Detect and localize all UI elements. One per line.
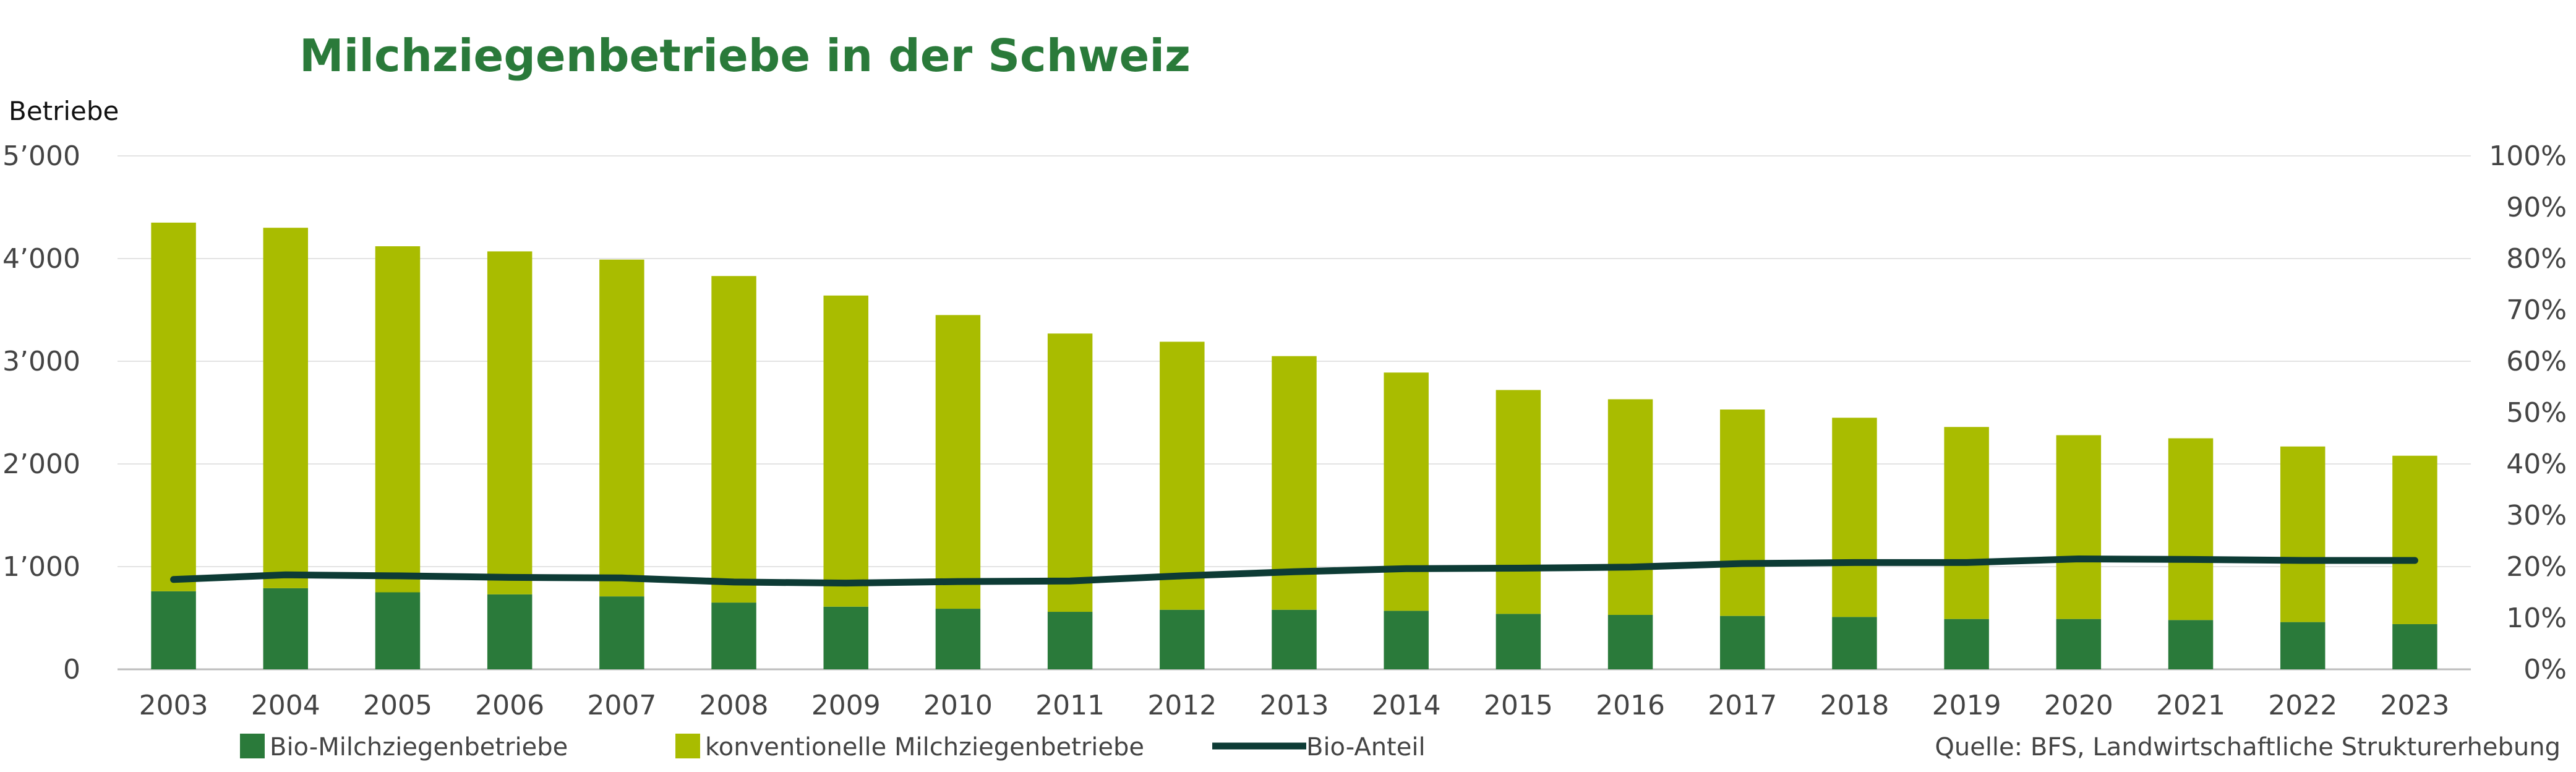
x-tick-label: 2015 (1484, 690, 1553, 721)
bar-bio-2021 (2168, 620, 2214, 669)
bar-conventional-2009 (823, 295, 868, 607)
bar-bio-2018 (1832, 617, 1877, 669)
x-tick-label: 2017 (1708, 690, 1777, 721)
bars (151, 222, 2437, 669)
bar-conventional-2005 (375, 246, 421, 593)
x-tick-label: 2008 (700, 690, 769, 721)
y-tick-label: 5’000 (2, 140, 80, 172)
bar-conventional-2020 (2056, 435, 2102, 619)
x-tick-label: 2005 (363, 690, 432, 721)
bar-conventional-2004 (263, 228, 309, 588)
bar-conventional-2022 (2280, 446, 2326, 622)
x-tick-label: 2012 (1147, 690, 1217, 721)
x-tick-label: 2007 (587, 690, 656, 721)
bar-conventional-2016 (1607, 399, 1653, 615)
bar-bio-2017 (1720, 615, 1765, 669)
y2-tick-label: 80% (2506, 243, 2567, 275)
x-tick-label: 2020 (2044, 690, 2113, 721)
bar-bio-2006 (487, 594, 533, 669)
bar-conventional-2003 (151, 222, 196, 591)
bar-bio-2008 (711, 603, 756, 669)
y2-tick-label: 0% (2523, 654, 2567, 685)
y-tick-label: 4’000 (2, 243, 80, 275)
x-axis-ticks: 2003 2004 2005 2006 2007 2008 2009 2010 2011 2012… (139, 690, 2450, 721)
legend: Bio-Milchziegenbetriebe konventionelle M… (240, 733, 1426, 761)
y2-tick-label: 50% (2506, 397, 2567, 429)
bar-bio-2005 (375, 592, 421, 669)
x-tick-label: 2022 (2268, 690, 2337, 721)
bar-bio-2011 (1047, 612, 1093, 669)
bar-conventional-2019 (1944, 427, 1989, 619)
bar-bio-2004 (263, 588, 309, 669)
x-tick-label: 2009 (811, 690, 881, 721)
y2-axis-ticks: 0% 10% 20% 30% 40% 50% 60% 70% 80% 90% 100% (2489, 140, 2567, 685)
x-tick-label: 2016 (1596, 690, 1665, 721)
bar-bio-2016 (1607, 615, 1653, 669)
y-axis-title: Betriebe (9, 96, 119, 126)
bar-bio-2003 (151, 591, 196, 669)
bar-conventional-2018 (1832, 418, 1877, 617)
bar-bio-2015 (1496, 614, 1541, 669)
bar-conventional-2021 (2168, 438, 2214, 620)
legend-swatch-conventional (675, 734, 700, 758)
legend-label-bio: Bio-Milchziegenbetriebe (270, 733, 568, 761)
bar-conventional-2010 (935, 315, 981, 609)
bar-conventional-2007 (599, 259, 644, 597)
bar-conventional-2014 (1384, 372, 1429, 611)
x-tick-label: 2010 (923, 690, 993, 721)
bar-bio-2023 (2392, 624, 2437, 669)
bar-conventional-2015 (1496, 390, 1541, 614)
bar-bio-2022 (2280, 622, 2326, 669)
bar-bio-2012 (1160, 609, 1205, 669)
bar-conventional-2006 (487, 251, 533, 594)
x-tick-label: 2018 (1820, 690, 1889, 721)
bio-share-line (170, 555, 2418, 587)
y2-tick-label: 30% (2506, 500, 2567, 531)
y2-tick-label: 20% (2506, 551, 2567, 583)
bar-conventional-2017 (1720, 410, 1765, 616)
x-tick-label: 2004 (251, 690, 320, 721)
x-tick-label: 2011 (1035, 690, 1105, 721)
y-tick-label: 0 (63, 654, 80, 685)
chart-title: Milchziegenbetriebe in der Schweiz (299, 30, 1191, 82)
x-tick-label: 2019 (1932, 690, 2001, 721)
bar-bio-2009 (823, 606, 868, 669)
bar-bio-2010 (935, 609, 981, 669)
bar-conventional-2012 (1160, 341, 1205, 610)
y-tick-label: 3’000 (2, 346, 80, 377)
x-tick-label: 2006 (475, 690, 544, 721)
bar-conventional-2011 (1047, 333, 1093, 612)
bar-bio-2007 (599, 596, 644, 669)
bar-conventional-2013 (1272, 356, 1317, 610)
bio-share-line-path (170, 555, 2418, 587)
bar-bio-2020 (2056, 619, 2102, 669)
y-tick-label: 1’000 (2, 551, 80, 583)
y2-tick-label: 70% (2506, 294, 2567, 326)
legend-label-bio-share: Bio-Anteil (1306, 733, 1426, 761)
x-tick-label: 2021 (2156, 690, 2225, 721)
y2-tick-label: 90% (2506, 192, 2567, 223)
y2-tick-label: 40% (2506, 448, 2567, 480)
y-axis-ticks: 0 1’000 2’000 3’000 4’000 5’000 (2, 140, 80, 685)
y2-tick-label: 10% (2506, 603, 2567, 634)
legend-label-conventional: konventionelle Milchziegenbetriebe (705, 733, 1144, 761)
bar-conventional-2023 (2392, 455, 2437, 624)
bar-bio-2019 (1944, 619, 1989, 669)
x-tick-label: 2013 (1260, 690, 1329, 721)
source-note: Quelle: BFS, Landwirtschaftliche Struktu… (1935, 733, 2561, 761)
bar-bio-2013 (1272, 609, 1317, 669)
y2-tick-label: 60% (2506, 346, 2567, 377)
bar-conventional-2008 (711, 276, 756, 603)
y2-tick-label: 100% (2489, 140, 2567, 172)
y-tick-label: 2’000 (2, 448, 80, 480)
bar-bio-2014 (1384, 611, 1429, 669)
legend-swatch-bio (240, 734, 265, 758)
x-tick-label: 2014 (1372, 690, 1441, 721)
x-tick-label: 2023 (2380, 690, 2449, 721)
x-tick-label: 2003 (139, 690, 208, 721)
